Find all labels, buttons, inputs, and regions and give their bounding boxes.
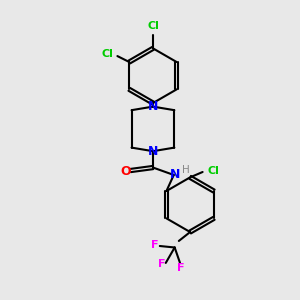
Text: F: F xyxy=(158,259,165,269)
Text: N: N xyxy=(148,100,158,113)
Text: Cl: Cl xyxy=(208,166,220,176)
Text: Cl: Cl xyxy=(147,21,159,31)
Text: F: F xyxy=(177,263,184,273)
Text: H: H xyxy=(182,165,190,175)
Text: Cl: Cl xyxy=(102,49,114,59)
Text: N: N xyxy=(170,169,181,182)
Text: F: F xyxy=(151,240,158,250)
Text: O: O xyxy=(120,166,130,178)
Text: N: N xyxy=(148,145,158,158)
